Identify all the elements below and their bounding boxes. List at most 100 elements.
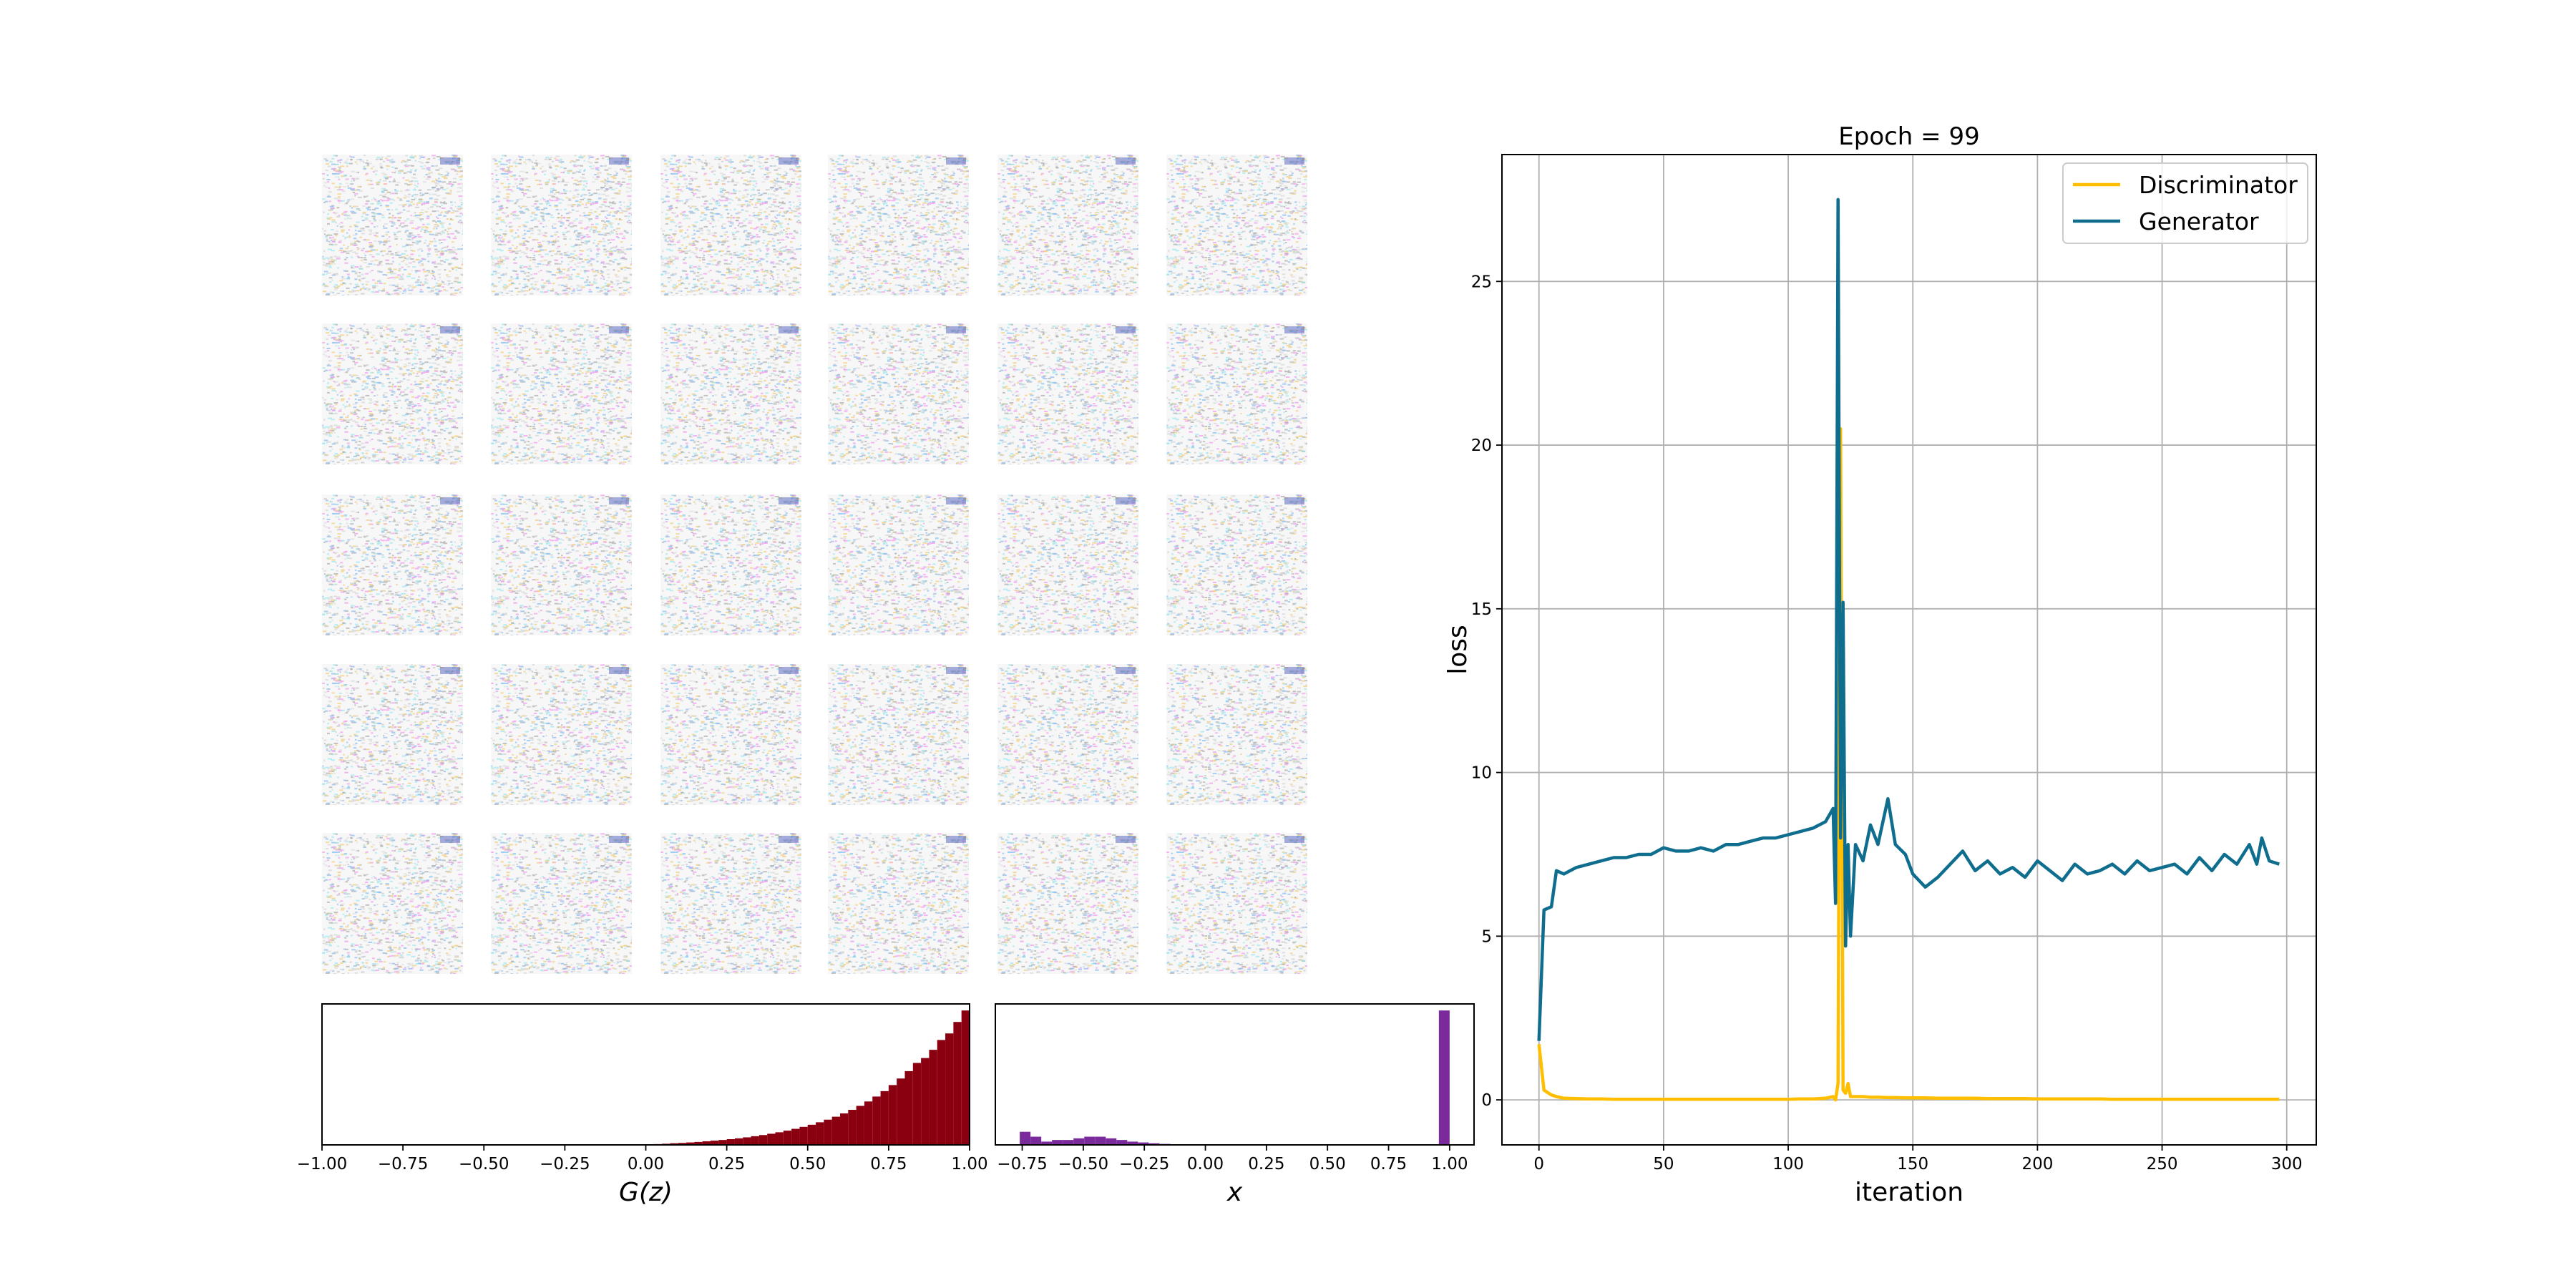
sample-image: [491, 494, 632, 635]
image-noise: [660, 323, 801, 464]
image-noise: [828, 664, 969, 805]
series-line: [1537, 197, 2280, 1041]
hist-bar: [929, 1050, 937, 1145]
image-noise: [997, 323, 1138, 464]
x-tick-label: 0.75: [1370, 1155, 1407, 1174]
image-noise: [997, 664, 1138, 805]
hist-bar: [848, 1109, 857, 1145]
hist-bar: [702, 1141, 711, 1145]
image-noise: [322, 155, 463, 296]
sample-image: [997, 155, 1138, 296]
image-corner: [946, 667, 966, 674]
image-corner: [440, 497, 460, 504]
hist-bar: [880, 1091, 889, 1145]
image-corner: [1116, 326, 1136, 333]
image-noise: [660, 155, 801, 296]
hist-bar: [1138, 1142, 1149, 1145]
hist-bar: [726, 1138, 735, 1145]
image-corner: [779, 836, 799, 843]
hist-bar: [953, 1022, 962, 1145]
image-corner: [1284, 667, 1304, 674]
x-tick-label: 0.75: [870, 1155, 907, 1174]
image-noise: [828, 323, 969, 464]
image-corner: [1284, 836, 1304, 843]
x-tick-label: 0: [1533, 1155, 1544, 1174]
image-corner: [609, 497, 629, 504]
chart-title: Epoch = 99: [1838, 122, 1979, 151]
image-noise: [322, 494, 463, 635]
hist-bar: [791, 1128, 800, 1145]
image-corner: [609, 157, 629, 165]
hist-bar: [758, 1135, 768, 1145]
hist-bar: [1148, 1143, 1160, 1145]
x-axis-label: iteration: [1855, 1178, 1963, 1207]
sample-image: [1166, 155, 1307, 296]
sample-image: [828, 323, 969, 464]
hist-bar: [718, 1140, 727, 1145]
image-corner: [946, 326, 966, 333]
image-noise: [997, 833, 1138, 974]
image-corner: [946, 157, 966, 165]
image-noise: [322, 664, 463, 805]
hist-bar: [1095, 1136, 1106, 1145]
sample-image: [660, 155, 801, 296]
image-noise: [491, 833, 632, 974]
image-noise: [828, 155, 969, 296]
image-noise: [1166, 664, 1307, 805]
y-axis-label: loss: [1443, 625, 1473, 675]
image-corner: [440, 667, 460, 674]
image-corner: [609, 667, 629, 674]
hist-bar: [897, 1078, 905, 1145]
sample-image: [997, 664, 1138, 805]
hist-bar: [1438, 1010, 1450, 1145]
sample-image: [322, 323, 463, 464]
x-tick-label: 300: [2271, 1155, 2303, 1174]
sample-image: [491, 323, 632, 464]
sample-image: [491, 664, 632, 805]
hist-bar: [888, 1085, 897, 1145]
image-noise: [997, 155, 1138, 296]
x-tick-label: 150: [1897, 1155, 1928, 1174]
x-tick-label: 0.00: [628, 1155, 664, 1174]
x-tick-label: 50: [1653, 1155, 1674, 1174]
image-noise: [322, 323, 463, 464]
image-corner: [440, 836, 460, 843]
hist-bar: [864, 1101, 873, 1145]
hist-bar: [807, 1124, 816, 1145]
image-corner: [1284, 497, 1304, 504]
sample-image: [660, 833, 801, 974]
x-axis-label: x: [1226, 1178, 1243, 1207]
x-tick-label: 100: [1772, 1155, 1804, 1174]
hist-bar: [743, 1137, 751, 1145]
hist-bar: [816, 1122, 824, 1145]
x-tick-label: −0.75: [378, 1155, 428, 1174]
image-corner: [1284, 157, 1304, 165]
series-line: [1537, 426, 2280, 1102]
x-tick-label: 0.25: [1248, 1155, 1284, 1174]
y-tick-label: 20: [1471, 436, 1492, 455]
hist-bar: [1127, 1141, 1138, 1145]
sample-image: [660, 664, 801, 805]
sample-image: [322, 155, 463, 296]
image-noise: [1166, 494, 1307, 635]
sample-image: [997, 323, 1138, 464]
image-noise: [491, 494, 632, 635]
image-noise: [322, 833, 463, 974]
sample-image: [828, 155, 969, 296]
image-corner: [1116, 497, 1136, 504]
x-tick-label: −0.25: [1119, 1155, 1169, 1174]
sample-image: [997, 833, 1138, 974]
axes-frame: [1501, 154, 2317, 1146]
x-tick-label: 0.50: [1309, 1155, 1346, 1174]
hist-bar: [921, 1058, 930, 1145]
image-corner: [1116, 836, 1136, 843]
axes-frame: [995, 1003, 1475, 1146]
x-tick-label: −0.50: [459, 1155, 509, 1174]
image-corner: [609, 836, 629, 843]
y-tick-label: 5: [1481, 927, 1492, 946]
sample-image: [322, 664, 463, 805]
hist-bar: [856, 1106, 864, 1145]
hist-bar: [678, 1143, 687, 1145]
